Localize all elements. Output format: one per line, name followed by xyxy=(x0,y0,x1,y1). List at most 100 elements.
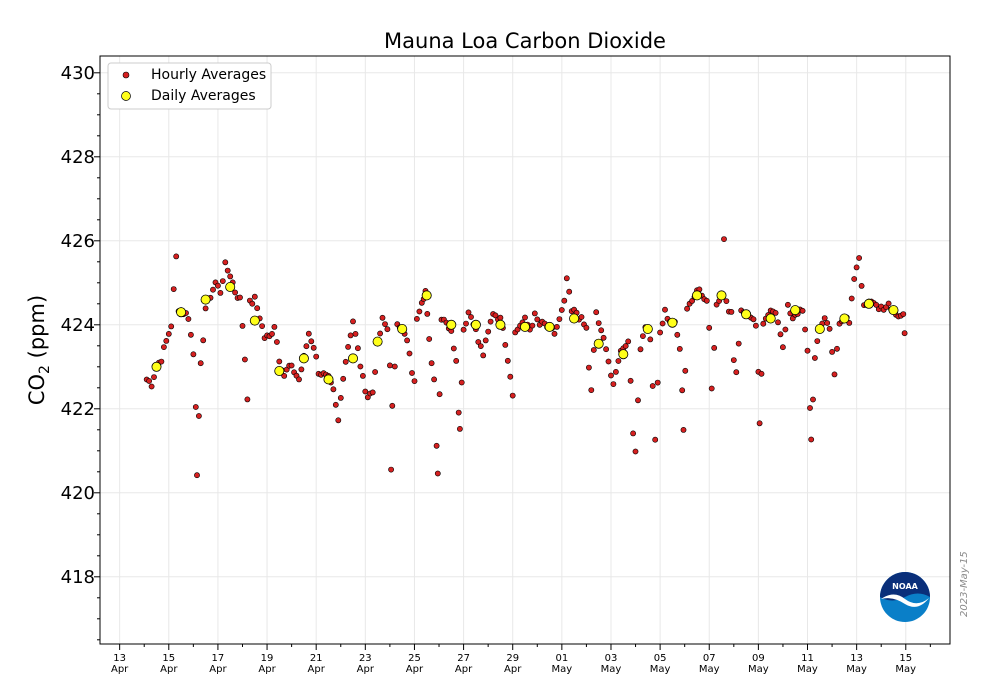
hourly-point xyxy=(703,297,710,304)
hourly-point xyxy=(531,310,538,317)
hourly-point xyxy=(630,430,636,437)
hourly-point xyxy=(436,391,443,398)
hourly-point xyxy=(610,381,617,387)
hourly-point xyxy=(522,314,528,321)
hourly-point xyxy=(170,286,177,292)
x-tick-month-label: Apr xyxy=(160,664,178,675)
hourly-point xyxy=(335,417,342,424)
x-tick-day-label: 17 xyxy=(212,653,225,664)
x-tick-day-label: 07 xyxy=(703,653,716,664)
hourly-point xyxy=(728,308,735,315)
hourly-point xyxy=(529,322,536,329)
hourly-point xyxy=(885,300,892,307)
hourly-point xyxy=(561,297,568,304)
hourly-point xyxy=(824,320,831,326)
hourly-point xyxy=(232,289,238,296)
x-tick-day-label: 15 xyxy=(899,653,912,664)
hourly-point xyxy=(534,316,541,323)
x-tick-day-label: 29 xyxy=(506,653,519,664)
hourly-point xyxy=(554,323,560,330)
noaa-logo-text: NOAA xyxy=(892,582,918,591)
hourly-point xyxy=(509,392,516,399)
hourly-point xyxy=(853,264,860,271)
hourly-point xyxy=(379,314,386,321)
x-tick-month-label: Apr xyxy=(357,664,375,675)
legend-daily-label: Daily Averages xyxy=(151,88,256,104)
hourly-point xyxy=(391,363,398,370)
hourly-point xyxy=(200,337,207,344)
noaa-logo: NOAA xyxy=(880,572,930,622)
daily-point xyxy=(790,305,801,316)
x-tick-month-label: May xyxy=(699,664,720,675)
legend: Hourly Averages Daily Averages xyxy=(107,62,272,110)
hourly-point xyxy=(578,314,585,320)
chart-title: Mauna Loa Carbon Dioxide xyxy=(384,29,666,53)
x-tick-day-label: 27 xyxy=(457,653,470,664)
hourly-point xyxy=(487,318,494,325)
hourly-point xyxy=(625,338,632,345)
hourly-point xyxy=(605,358,612,365)
hourly-point xyxy=(649,383,656,389)
hourly-point xyxy=(434,470,441,477)
hourly-point xyxy=(583,324,590,331)
hourly-point xyxy=(590,347,597,353)
daily-point xyxy=(495,319,506,330)
hourly-point xyxy=(217,289,224,296)
x-tick-month-label: May xyxy=(895,664,916,675)
hourly-point xyxy=(807,405,813,411)
hourly-point xyxy=(730,357,737,363)
hourly-point xyxy=(455,409,462,416)
x-tick-day-label: 11 xyxy=(801,653,814,664)
daily-point xyxy=(446,319,457,330)
hourly-point xyxy=(485,328,492,335)
hourly-point xyxy=(654,379,661,386)
hourly-point xyxy=(721,236,727,242)
hourly-point xyxy=(900,311,907,317)
hourly-point xyxy=(259,323,265,329)
hourly-point xyxy=(305,330,312,337)
hourly-point xyxy=(814,338,821,344)
hourly-point xyxy=(615,358,622,364)
hourly-point xyxy=(758,370,765,377)
hourly-point xyxy=(254,305,261,312)
legend-hourly-label: Hourly Averages xyxy=(151,67,266,83)
hourly-point xyxy=(848,295,855,302)
hourly-point xyxy=(756,420,763,427)
x-tick-month-label: May xyxy=(748,664,769,675)
hourly-point xyxy=(680,426,687,433)
hourly-point xyxy=(413,315,420,322)
hourly-point xyxy=(372,369,378,375)
hourly-point xyxy=(460,326,467,333)
hourly-point xyxy=(185,316,192,322)
daily-point xyxy=(593,338,604,349)
hourly-point xyxy=(146,378,152,384)
hourly-point xyxy=(780,344,786,351)
hourly-point xyxy=(296,376,302,383)
y-axis-title-suffix: (ppm) xyxy=(25,295,49,365)
hourly-point xyxy=(475,339,482,345)
hourly-point xyxy=(502,341,509,348)
daily-point xyxy=(151,361,162,372)
hourly-point xyxy=(802,326,808,333)
hourly-point xyxy=(382,321,388,327)
hourly-point xyxy=(551,330,558,337)
hourly-point xyxy=(640,333,646,339)
hourly-point xyxy=(662,306,668,313)
daily-point xyxy=(888,305,899,316)
hourly-point xyxy=(406,350,413,357)
hourly-point xyxy=(480,352,487,359)
hourly-point xyxy=(772,309,779,316)
x-tick-month-label: Apr xyxy=(406,664,424,675)
x-tick-month-label: Apr xyxy=(504,664,522,675)
x-tick-day-label: 15 xyxy=(162,653,175,664)
hourly-point xyxy=(775,319,781,326)
hourly-point xyxy=(834,345,840,352)
y-tick-label: 426 xyxy=(61,231,95,252)
hourly-point xyxy=(482,337,489,344)
hourly-point xyxy=(239,322,246,329)
x-tick-day-label: 21 xyxy=(310,653,323,664)
hourly-point xyxy=(657,329,663,336)
hourly-point xyxy=(613,368,619,375)
daily-point xyxy=(667,317,678,328)
